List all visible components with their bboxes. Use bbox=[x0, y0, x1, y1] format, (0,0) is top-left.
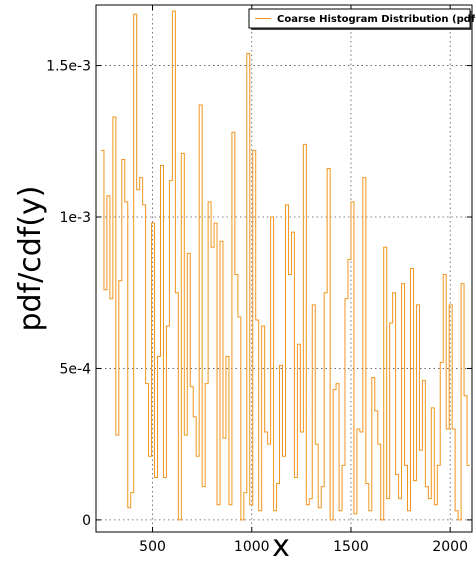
x-axis-label: x bbox=[272, 529, 290, 564]
legend: Coarse Histogram Distribution (pdf) bbox=[248, 8, 475, 30]
x-tick-label: 1500 bbox=[333, 539, 369, 555]
legend-box bbox=[248, 8, 471, 29]
x-tick-label: 1000 bbox=[234, 539, 270, 555]
legend-label: Coarse Histogram Distribution (pdf) bbox=[277, 14, 475, 25]
y-tick-label: 5e-4 bbox=[60, 361, 92, 377]
y-tick-label: 1e-3 bbox=[60, 210, 91, 226]
y-tick-label: 0 bbox=[82, 513, 91, 529]
x-tick-label: 2000 bbox=[432, 539, 468, 555]
series-layer bbox=[100, 10, 471, 521]
y-tick-label: 1.5e-3 bbox=[46, 59, 91, 75]
y-axis-label: pdf/cdf(y) bbox=[13, 185, 48, 331]
series-line bbox=[100, 10, 471, 521]
plot-frame bbox=[95, 4, 473, 533]
grid-lines bbox=[96, 5, 472, 532]
axes-layer: 500 1000 1500 2000 0 5e-4 1e-3 1.5e-3 x pdf/cdf(y… bbox=[13, 4, 473, 564]
x-tick-label: 500 bbox=[139, 539, 166, 555]
